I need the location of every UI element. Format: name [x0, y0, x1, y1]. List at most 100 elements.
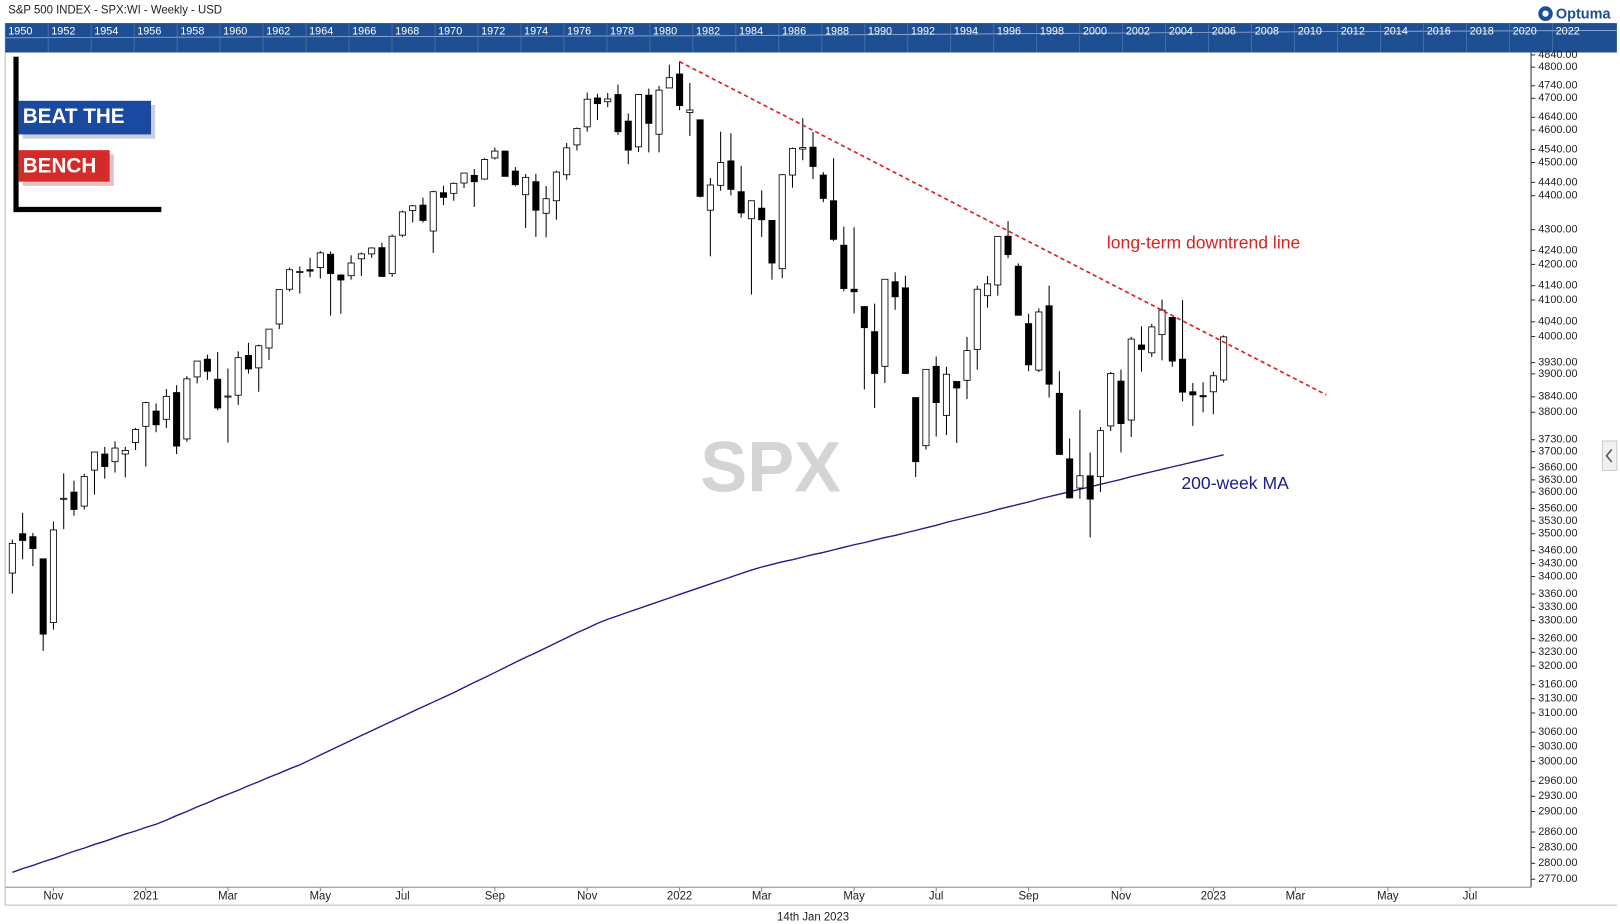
candle-body — [265, 328, 273, 349]
y-tick-label: 3840.00 — [1538, 391, 1577, 403]
x-tick-label: May — [843, 891, 865, 903]
candle-body — [563, 147, 571, 176]
logo-box — [18, 150, 110, 182]
candle-body — [1127, 338, 1135, 421]
y-tick-label: 4100.00 — [1538, 294, 1577, 306]
candle-body — [388, 235, 396, 275]
navigator-year: 1984 — [739, 25, 763, 37]
candle-body — [522, 176, 530, 196]
candle-body — [973, 288, 981, 350]
candle-body — [1209, 375, 1217, 393]
candle-body — [747, 200, 755, 220]
x-tick-label: Sep — [1018, 891, 1038, 903]
y-tick-label: 3160.00 — [1538, 679, 1577, 691]
candle-body — [501, 150, 509, 177]
candle-body — [676, 73, 684, 106]
y-tick-label: 4840.00 — [1538, 49, 1577, 61]
candle-body — [830, 200, 838, 240]
y-tick-label: 4300.00 — [1538, 224, 1577, 236]
y-tick-label: 3800.00 — [1538, 406, 1577, 418]
candle-body — [450, 182, 458, 194]
candle-body — [29, 536, 37, 549]
candle-body — [460, 172, 468, 184]
candle-body — [922, 368, 930, 447]
y-tick-label: 3630.00 — [1538, 474, 1577, 486]
logo-box — [18, 100, 152, 135]
y-tick-label: 4740.00 — [1538, 80, 1577, 92]
candle-body — [809, 146, 817, 167]
navigator-year: 2000 — [1083, 25, 1107, 37]
navigator-year: 2004 — [1169, 25, 1193, 37]
candle-body — [1004, 235, 1012, 256]
y-tick-label: 4500.00 — [1538, 156, 1577, 168]
candle-body — [286, 269, 294, 290]
candle-body — [173, 392, 181, 447]
x-tick-label: Sep — [485, 891, 505, 903]
candle-body — [142, 402, 150, 427]
candle-body — [655, 89, 663, 135]
candle-body — [1055, 392, 1063, 455]
candle-body — [645, 94, 653, 124]
candle-body — [419, 204, 427, 221]
candle-body — [624, 120, 632, 151]
x-tick-label: Jul — [1463, 891, 1478, 903]
navigator-year: 2012 — [1341, 25, 1365, 37]
navigator-year: 1978 — [610, 25, 634, 37]
x-tick-label: May — [1377, 891, 1399, 903]
candle-body — [1096, 430, 1104, 478]
navigator-year: 1996 — [997, 25, 1021, 37]
candle-body — [162, 395, 170, 420]
logo-text: BENCH — [23, 154, 97, 177]
candle-body — [1117, 380, 1125, 424]
candle-body — [234, 357, 242, 396]
y-tick-label: 3360.00 — [1538, 588, 1577, 600]
y-tick-label: 3530.00 — [1538, 515, 1577, 527]
navigator-strip — [5, 23, 1617, 53]
y-tick-label: 3130.00 — [1538, 693, 1577, 705]
candle-body — [1199, 395, 1207, 398]
y-tick-label: 3330.00 — [1538, 601, 1577, 613]
candle-body — [296, 271, 304, 273]
y-tick-label: 4700.00 — [1538, 92, 1577, 104]
candle-body — [511, 170, 519, 186]
candle-body — [727, 160, 735, 190]
y-tick-label: 3100.00 — [1538, 707, 1577, 719]
candle-body — [932, 365, 940, 403]
y-tick-label: 4240.00 — [1538, 244, 1577, 256]
y-tick-label: 4200.00 — [1538, 258, 1577, 270]
candle-body — [542, 198, 550, 214]
candle-body — [19, 533, 27, 541]
candle-body — [994, 236, 1002, 286]
candle-body — [696, 119, 704, 197]
candle-body — [532, 181, 540, 211]
y-tick-label: 2830.00 — [1538, 841, 1577, 853]
trend-line — [679, 60, 1327, 396]
candle-body — [101, 453, 109, 467]
chart-title: S&P 500 INDEX - SPX:WI - Weekly - USD — [8, 4, 222, 16]
navigator-year: 1952 — [51, 25, 75, 37]
navigator-year: 1980 — [653, 25, 677, 37]
navigator-year: 1976 — [567, 25, 591, 37]
candle-body — [1014, 265, 1022, 316]
candle-body — [491, 150, 499, 159]
candle-body — [439, 192, 448, 198]
y-tick-label: 4140.00 — [1538, 280, 1577, 292]
navigator-year: 1964 — [309, 25, 333, 37]
candle-body — [152, 410, 160, 426]
navigator-year: 1972 — [481, 25, 505, 37]
candle-body — [788, 148, 797, 176]
candle-body — [871, 331, 879, 374]
candle-body — [193, 360, 201, 378]
y-tick-label: 3000.00 — [1538, 755, 1577, 767]
candle-body — [1086, 475, 1094, 500]
x-tick-label: Nov — [577, 891, 597, 903]
candle-body — [850, 288, 858, 293]
x-tick-label: 2022 — [667, 891, 692, 903]
candle-body — [953, 381, 961, 389]
collapse-button[interactable] — [1601, 440, 1618, 471]
candle-body — [90, 451, 99, 471]
y-tick-label: 2960.00 — [1538, 775, 1577, 787]
watermark: SPX — [700, 428, 841, 508]
candle-body — [635, 94, 643, 148]
navigator-year: 2006 — [1212, 25, 1236, 37]
